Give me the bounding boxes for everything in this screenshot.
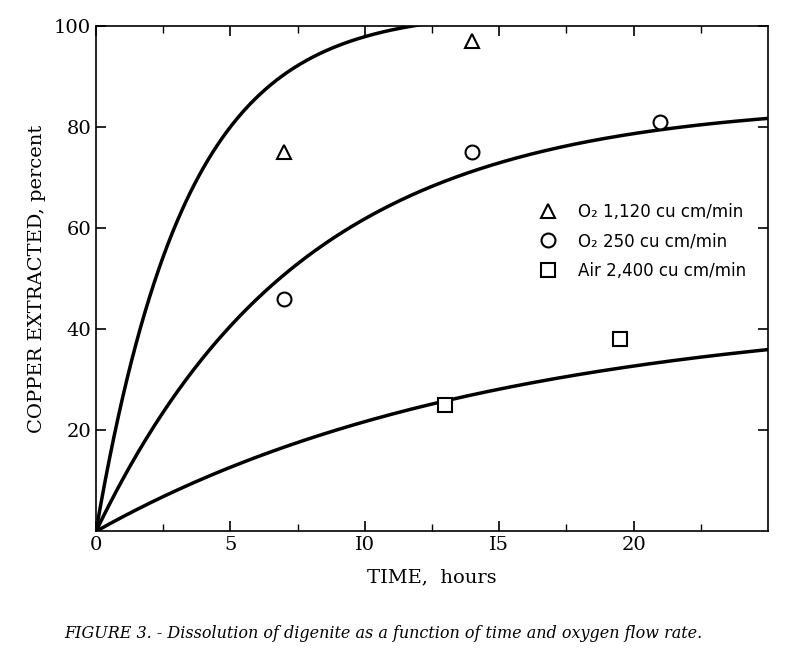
X-axis label: TIME,  hours: TIME, hours bbox=[367, 568, 497, 586]
Y-axis label: COPPER EXTRACTED, percent: COPPER EXTRACTED, percent bbox=[28, 124, 46, 433]
Text: FIGURE 3. - Dissolution of digenite as a function of time and oxygen flow rate.: FIGURE 3. - Dissolution of digenite as a… bbox=[64, 625, 702, 642]
Legend: O₂ 1,120 cu cm/min, O₂ 250 cu cm/min, Air 2,400 cu cm/min: O₂ 1,120 cu cm/min, O₂ 250 cu cm/min, Ai… bbox=[525, 196, 753, 286]
